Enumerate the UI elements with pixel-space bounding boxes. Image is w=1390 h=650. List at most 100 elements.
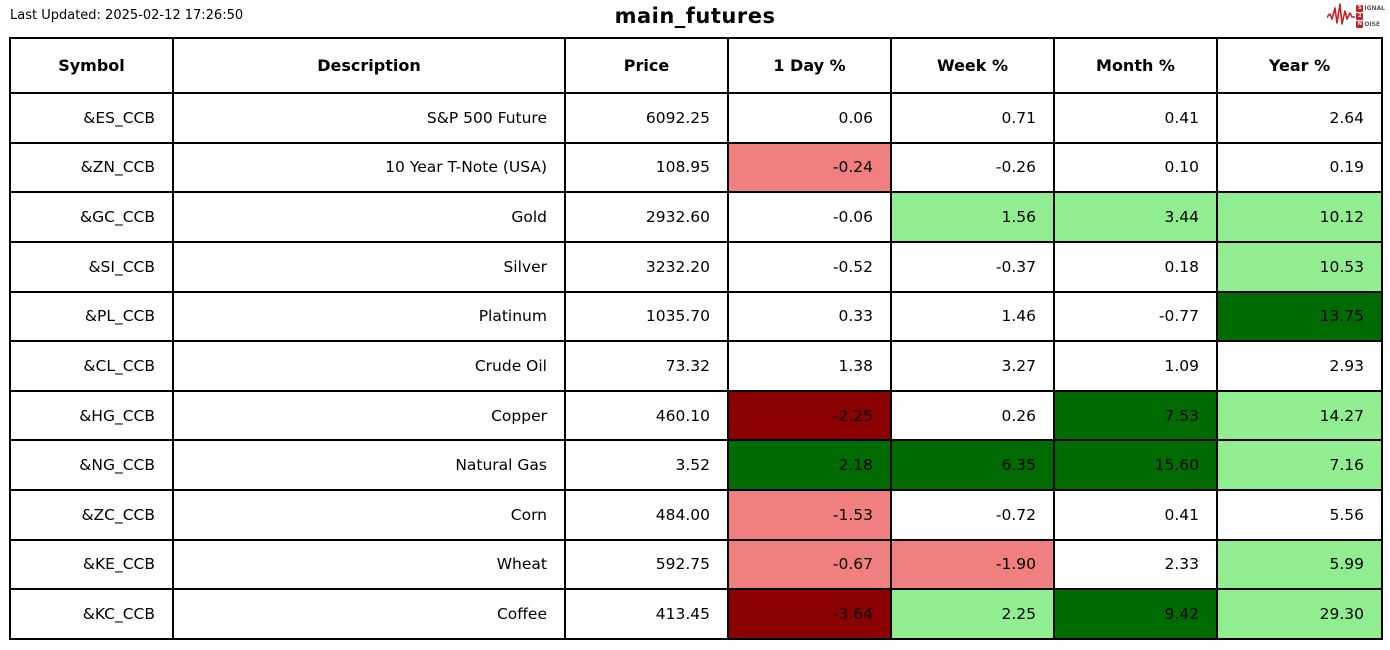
month-change-cell: 2.33: [1053, 538, 1218, 591]
page-title: main_futures: [614, 4, 776, 28]
symbol-cell: &ES_CCB: [9, 92, 174, 144]
logo-box-2: 2: [1356, 12, 1364, 20]
month-change-cell: 0.18: [1053, 240, 1218, 293]
description-cell: Coffee: [172, 588, 566, 640]
week-change-cell: 2.25: [890, 588, 1055, 640]
table-row: &HG_CCB Copper 460.10 -2.25 0.26 7.53 14.27: [9, 389, 1383, 442]
year-change-cell: 7.16: [1216, 439, 1383, 491]
month-change-cell: 0.41: [1053, 489, 1218, 541]
description-cell: Natural Gas: [172, 439, 566, 491]
month-change-cell: 7.53: [1053, 389, 1218, 442]
table-row: &KC_CCB Coffee 413.45 -3.64 2.25 9.42 29.30: [9, 588, 1383, 640]
price-cell: 3.52: [564, 439, 729, 491]
year-change-cell: 5.56: [1216, 489, 1383, 541]
table-row: &NG_CCB Natural Gas 3.52 2.18 6.35 15.60 7.16: [9, 439, 1383, 491]
week-change-cell: -0.26: [890, 141, 1055, 194]
symbol-cell: &PL_CCB: [9, 290, 174, 343]
column-header-month: Month %: [1053, 37, 1218, 94]
month-change-cell: 3.44: [1053, 191, 1218, 243]
table-row: &ES_CCB S&P 500 Future 6092.25 0.06 0.71 0.41…: [9, 92, 1383, 144]
day-change-cell: -0.24: [727, 141, 892, 194]
signal2noise-logo: S IGNAL 2 N OISE: [1326, 2, 1385, 30]
year-change-cell: 2.93: [1216, 340, 1383, 392]
symbol-cell: &KE_CCB: [9, 538, 174, 591]
table-row: &ZN_CCB 10 Year T-Note (USA) 108.95 -0.24 -0…: [9, 141, 1383, 194]
description-cell: Wheat: [172, 538, 566, 591]
logo-line-signal: S IGNAL: [1356, 4, 1385, 12]
logo-text: S IGNAL 2 N OISE: [1356, 4, 1385, 28]
column-header-1-day: 1 Day %: [727, 37, 892, 94]
symbol-cell: &CL_CCB: [9, 340, 174, 392]
day-change-cell: -3.64: [727, 588, 892, 640]
day-change-cell: 2.18: [727, 439, 892, 491]
day-change-cell: -0.67: [727, 538, 892, 591]
table-row: &KE_CCB Wheat 592.75 -0.67 -1.90 2.33 5.99: [9, 538, 1383, 591]
month-change-cell: -0.77: [1053, 290, 1218, 343]
price-cell: 1035.70: [564, 290, 729, 343]
week-change-cell: -0.37: [890, 240, 1055, 293]
column-header-description: Description: [172, 37, 566, 94]
column-header-price: Price: [564, 37, 729, 94]
week-change-cell: 1.46: [890, 290, 1055, 343]
last-updated-label: Last Updated: 2025-02-12 17:26:50: [10, 8, 244, 23]
symbol-cell: &GC_CCB: [9, 191, 174, 243]
week-change-cell: 0.71: [890, 92, 1055, 144]
column-header-year: Year %: [1216, 37, 1383, 94]
day-change-cell: -0.06: [727, 191, 892, 243]
week-change-cell: -1.90: [890, 538, 1055, 591]
year-change-cell: 0.19: [1216, 141, 1383, 194]
week-change-cell: -0.72: [890, 489, 1055, 541]
waveform-icon: [1326, 2, 1357, 30]
day-change-cell: -1.53: [727, 489, 892, 541]
logo-rest-oise: OISE: [1364, 20, 1381, 28]
table-row: &CL_CCB Crude Oil 73.32 1.38 3.27 1.09 2.93: [9, 340, 1383, 392]
month-change-cell: 0.41: [1053, 92, 1218, 144]
symbol-cell: &HG_CCB: [9, 389, 174, 442]
logo-line-2: 2: [1356, 12, 1385, 20]
week-change-cell: 3.27: [890, 340, 1055, 392]
table-row: &GC_CCB Gold 2932.60 -0.06 1.56 3.44 10.12: [9, 191, 1383, 243]
logo-line-noise: N OISE: [1356, 20, 1385, 28]
table-row: &PL_CCB Platinum 1035.70 0.33 1.46 -0.77 13.75: [9, 290, 1383, 343]
symbol-cell: &ZC_CCB: [9, 489, 174, 541]
day-change-cell: 1.38: [727, 340, 892, 392]
logo-box-s: S: [1356, 4, 1364, 12]
futures-table-body: &ES_CCB S&P 500 Future 6092.25 0.06 0.71 0.41…: [9, 92, 1383, 640]
price-cell: 2932.60: [564, 191, 729, 243]
year-change-cell: 29.30: [1216, 588, 1383, 640]
table-row: &ZC_CCB Corn 484.00 -1.53 -0.72 0.41 5.56: [9, 489, 1383, 541]
symbol-cell: &KC_CCB: [9, 588, 174, 640]
week-change-cell: 0.26: [890, 389, 1055, 442]
description-cell: S&P 500 Future: [172, 92, 566, 144]
month-change-cell: 0.10: [1053, 141, 1218, 194]
header-row: Symbol Description Price 1 Day % Week % Month…: [9, 37, 1383, 94]
week-change-cell: 1.56: [890, 191, 1055, 243]
price-cell: 108.95: [564, 141, 729, 194]
price-cell: 592.75: [564, 538, 729, 591]
futures-table: Symbol Description Price 1 Day % Week % Month…: [9, 37, 1383, 640]
description-cell: Platinum: [172, 290, 566, 343]
column-header-symbol: Symbol: [9, 37, 174, 94]
year-change-cell: 5.99: [1216, 538, 1383, 591]
day-change-cell: 0.33: [727, 290, 892, 343]
logo-rest-ignal: IGNAL: [1364, 4, 1385, 12]
description-cell: 10 Year T-Note (USA): [172, 141, 566, 194]
description-cell: Corn: [172, 489, 566, 541]
price-cell: 484.00: [564, 489, 729, 541]
logo-box-n: N: [1356, 20, 1364, 28]
symbol-cell: &ZN_CCB: [9, 141, 174, 194]
description-cell: Silver: [172, 240, 566, 293]
day-change-cell: -2.25: [727, 389, 892, 442]
day-change-cell: 0.06: [727, 92, 892, 144]
column-header-week: Week %: [890, 37, 1055, 94]
year-change-cell: 10.12: [1216, 191, 1383, 243]
year-change-cell: 14.27: [1216, 389, 1383, 442]
month-change-cell: 1.09: [1053, 340, 1218, 392]
year-change-cell: 10.53: [1216, 240, 1383, 293]
price-cell: 413.45: [564, 588, 729, 640]
price-cell: 6092.25: [564, 92, 729, 144]
day-change-cell: -0.52: [727, 240, 892, 293]
price-cell: 3232.20: [564, 240, 729, 293]
year-change-cell: 2.64: [1216, 92, 1383, 144]
